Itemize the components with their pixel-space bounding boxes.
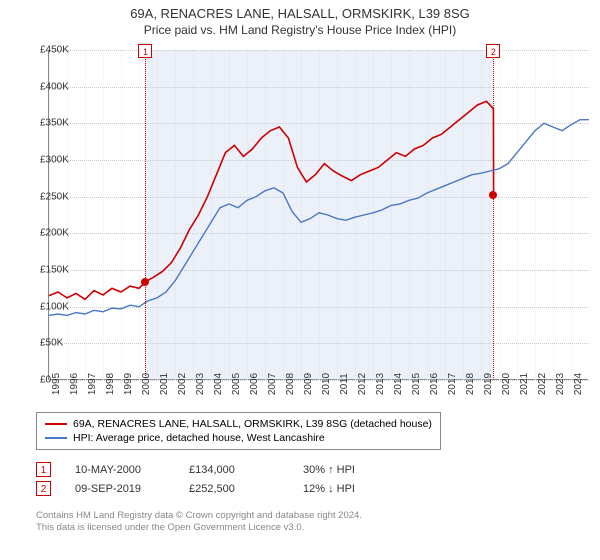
x-tick-label: 2023 <box>555 373 566 395</box>
y-tick-label: £450K <box>40 45 42 56</box>
marker-dot-2 <box>489 191 497 199</box>
y-tick-label: £200K <box>40 228 42 239</box>
legend-row: 69A, RENACRES LANE, HALSALL, ORMSKIRK, L… <box>45 417 432 431</box>
x-tick-label: 2003 <box>195 373 206 395</box>
marker-dot-1 <box>141 278 149 286</box>
x-tick-label: 2018 <box>465 373 476 395</box>
legend-label: 69A, RENACRES LANE, HALSALL, ORMSKIRK, L… <box>73 418 432 430</box>
marker-line-1 <box>145 50 146 380</box>
x-tick-label: 2013 <box>375 373 386 395</box>
x-tick-label: 1996 <box>69 373 80 395</box>
marker-box-2: 2 <box>486 44 500 58</box>
y-tick-label: £400K <box>40 81 42 92</box>
y-tick-label: £250K <box>40 191 42 202</box>
marker-row-num: 2 <box>36 481 51 496</box>
marker-row: 1 10-MAY-2000 £134,000 30% ↑ HPI <box>36 460 393 479</box>
x-tick-label: 2004 <box>213 373 224 395</box>
marker-row: 2 09-SEP-2019 £252,500 12% ↓ HPI <box>36 479 393 498</box>
y-tick-label: £150K <box>40 265 42 276</box>
x-tick-label: 2021 <box>519 373 530 395</box>
x-tick-label: 2007 <box>267 373 278 395</box>
x-tick-label: 2011 <box>339 373 350 395</box>
y-tick-label: £300K <box>40 155 42 166</box>
x-tick-label: 2000 <box>141 373 152 395</box>
x-tick-label: 2010 <box>321 373 332 395</box>
x-tick-label: 2020 <box>501 373 512 395</box>
marker-row-delta: 12% ↓ HPI <box>303 483 393 495</box>
x-tick-label: 2009 <box>303 373 314 395</box>
marker-row-date: 10-MAY-2000 <box>75 464 165 476</box>
legend-swatch <box>45 423 67 425</box>
x-tick-label: 1997 <box>87 373 98 395</box>
x-tick-label: 1995 <box>51 373 62 395</box>
x-tick-label: 2005 <box>231 373 242 395</box>
markers-table: 1 10-MAY-2000 £134,000 30% ↑ HPI 2 09-SEP-201… <box>36 460 393 498</box>
marker-row-num: 1 <box>36 462 51 477</box>
series-price_paid <box>49 101 494 299</box>
footer: Contains HM Land Registry data © Crown c… <box>36 510 362 535</box>
x-tick-label: 1998 <box>105 373 116 395</box>
legend: 69A, RENACRES LANE, HALSALL, ORMSKIRK, L… <box>36 412 441 450</box>
x-tick-label: 2022 <box>537 373 548 395</box>
page-subtitle: Price paid vs. HM Land Registry's House … <box>0 21 600 43</box>
marker-row-price: £252,500 <box>189 483 279 495</box>
marker-row-date: 09-SEP-2019 <box>75 483 165 495</box>
y-tick-label: £100K <box>40 301 42 312</box>
x-tick-label: 2016 <box>429 373 440 395</box>
footer-line2: This data is licensed under the Open Gov… <box>36 522 362 534</box>
x-tick-label: 2017 <box>447 373 458 395</box>
y-tick-label: £0 <box>40 375 42 386</box>
x-tick-label: 2015 <box>411 373 422 395</box>
y-tick-label: £50K <box>40 338 42 349</box>
x-tick-label: 2001 <box>159 373 170 395</box>
legend-row: HPI: Average price, detached house, West… <box>45 431 432 445</box>
x-tick-label: 2014 <box>393 373 404 395</box>
line-layer <box>49 50 589 380</box>
y-tick-label: £350K <box>40 118 42 129</box>
page-title: 69A, RENACRES LANE, HALSALL, ORMSKIRK, L… <box>0 0 600 21</box>
marker-line-2 <box>493 50 494 380</box>
x-tick-label: 2019 <box>483 373 494 395</box>
x-tick-label: 1999 <box>123 373 134 395</box>
chart-area: 12 £0£50K£100K£150K£200K£250K£300K£350K£… <box>48 50 588 400</box>
marker-row-delta: 30% ↑ HPI <box>303 464 393 476</box>
x-tick-label: 2002 <box>177 373 188 395</box>
x-tick-label: 2024 <box>573 373 584 395</box>
plot-region: 12 <box>48 50 588 380</box>
marker-row-price: £134,000 <box>189 464 279 476</box>
footer-line1: Contains HM Land Registry data © Crown c… <box>36 510 362 522</box>
legend-label: HPI: Average price, detached house, West… <box>73 432 325 444</box>
marker-box-1: 1 <box>138 44 152 58</box>
x-tick-label: 2012 <box>357 373 368 395</box>
x-tick-label: 2008 <box>285 373 296 395</box>
legend-swatch <box>45 437 67 439</box>
x-tick-label: 2006 <box>249 373 260 395</box>
